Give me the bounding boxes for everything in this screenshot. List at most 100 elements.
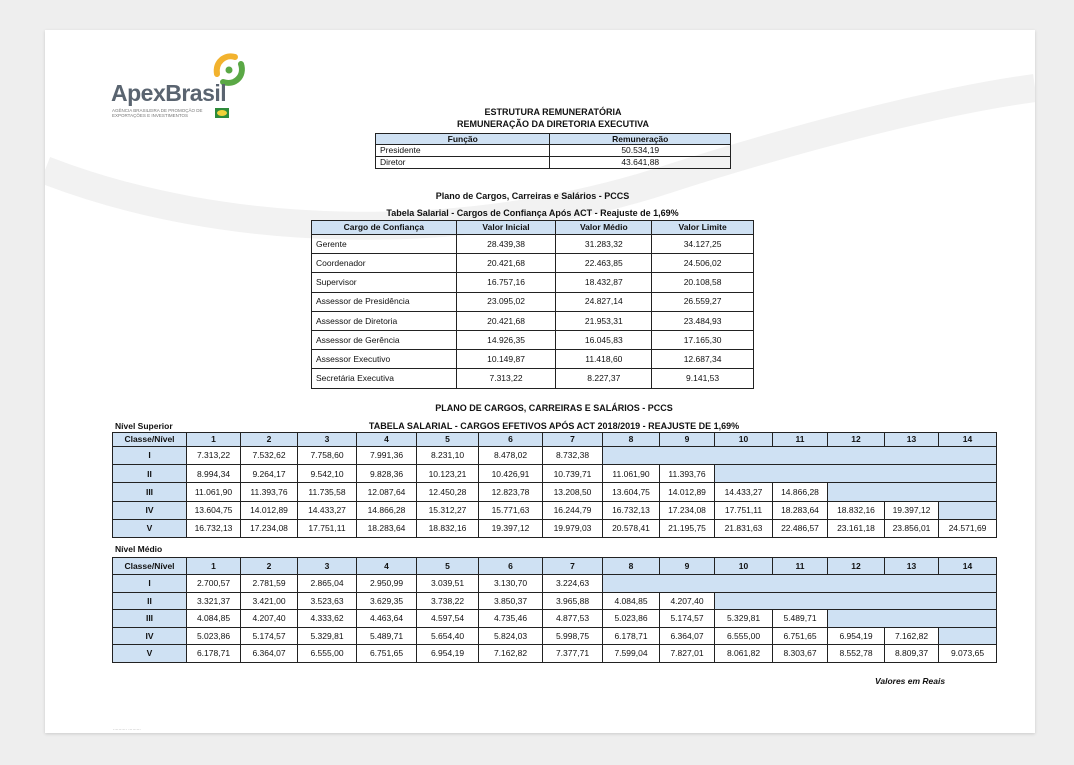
table-cell: 17.234,08	[659, 500, 715, 520]
table-cell: 16.732,13	[602, 500, 660, 520]
table-cell: 34.127,25	[651, 233, 754, 255]
table-cell: 14.433,27	[714, 482, 773, 502]
table-row: II 8.994,34 9.264,17 9.542,10 9.828,36 10.123…	[112, 464, 997, 484]
table-cell: 9.073,65	[938, 644, 997, 663]
table-cell: 18.832,16	[416, 518, 479, 538]
table-cell: 15.312,27	[416, 500, 479, 520]
table-cell: 6.364,07	[659, 626, 715, 645]
column-header: 11	[772, 432, 828, 447]
table-row: V 6.178,71 6.364,07 6.555,00 6.751,65 6.954,1…	[112, 644, 997, 663]
table-cell: 11.418,60	[555, 349, 653, 370]
table-row: I 2.700,57 2.781,59 2.865,04 2.950,99 3.039,5…	[112, 574, 997, 593]
table-cell: 6.178,71	[602, 626, 660, 645]
table-cell: 11.061,90	[602, 464, 660, 484]
column-header: 2	[240, 432, 298, 447]
table-cell: 5.654,40	[416, 626, 479, 645]
column-header: 5	[416, 557, 479, 575]
column-header: 5	[416, 432, 479, 447]
empty-fill	[827, 609, 997, 628]
table-row: Diretor 43.641,88	[374, 156, 731, 169]
column-header: 14	[938, 557, 997, 575]
table-cell: 4.877,53	[542, 609, 603, 628]
table-cell: 21.195,75	[659, 518, 715, 538]
table-cell: 6.555,00	[714, 626, 773, 645]
table-cell: 6.555,00	[297, 644, 357, 663]
table-row: III 4.084,85 4.207,40 4.333,62 4.463,64 4.597…	[112, 609, 997, 628]
table-cell: 22.486,57	[772, 518, 828, 538]
table-cell: 8.227,37	[555, 368, 653, 389]
row-label: III	[112, 482, 187, 502]
nivel-medio-table: Classe/Nível 1 2 3 4 5 6 7 8 9 10 11 12 13 14 I 2.700,5…	[112, 557, 997, 663]
brazil-flag-icon	[215, 108, 229, 118]
table-cell: 6.751,65	[772, 626, 828, 645]
logo-subtitle: AGÊNCIA BRASILEIRA DE PROMOÇÃO DE EXPORT…	[112, 108, 203, 118]
table-cell: 5.489,71	[356, 626, 417, 645]
table-cell: Assessor de Diretoria	[311, 310, 457, 331]
row-label: I	[112, 445, 187, 466]
nivel-superior-table: Classe/Nível 1 2 3 4 5 6 7 8 9 10 11 12 13 14 I 7.313,2…	[112, 432, 997, 538]
column-header: 8	[602, 432, 660, 447]
table-cell: 5.824,03	[478, 626, 543, 645]
table-cell: 14.012,89	[240, 500, 298, 520]
table-cell: 18.832,16	[827, 500, 885, 520]
header-row: Cargo de Confiança Valor Inicial Valor Méd…	[311, 220, 754, 235]
table-cell: 8.478,02	[478, 445, 543, 466]
column-header: 7	[542, 432, 603, 447]
table-cell: 3.421,00	[240, 591, 298, 610]
table-cell: 16.757,16	[455, 272, 557, 293]
column-header: Classe/Nível	[112, 557, 187, 575]
table-row: Secretária Executiva 7.313,22 8.227,37 9.14…	[311, 368, 754, 389]
table-cell: 15.771,63	[478, 500, 543, 520]
column-header: 14	[938, 432, 997, 447]
table-cell: 5.329,81	[297, 626, 357, 645]
footer-mark: .......... .........	[113, 726, 141, 732]
table-cell: 6.751,65	[356, 644, 417, 663]
empty-fill	[602, 445, 997, 466]
table-cell: 4.597,54	[416, 609, 479, 628]
table-cell: 3.321,37	[186, 591, 241, 610]
empty-fill	[602, 574, 997, 593]
table-cell: 5.174,57	[659, 609, 715, 628]
document-page: ApexBrasil AGÊNCIA BRASILEIRA DE PROMOÇÃ…	[45, 30, 1035, 733]
table-cell: 10.426,91	[478, 464, 543, 484]
column-header: 12	[827, 432, 885, 447]
table-cell: 3.965,88	[542, 591, 603, 610]
table-cell: 19.979,03	[542, 518, 603, 538]
table-cell: 6.954,19	[827, 626, 885, 645]
table-cell: 24.506,02	[651, 253, 754, 274]
empty-fill	[714, 591, 997, 610]
table-cell: 4.207,40	[659, 591, 715, 610]
table-cell: 5.023,86	[602, 609, 660, 628]
column-header: Cargo de Confiança	[311, 220, 457, 235]
table-cell: 7.162,82	[884, 626, 939, 645]
table-cell: 2.781,59	[240, 574, 298, 593]
table-row: Assessor de Diretoria 20.421,68 21.953,31 2…	[311, 310, 754, 331]
table-row: V 16.732,13 17.234,08 17.751,11 18.283,64 18.…	[112, 518, 997, 538]
section3-subtitle: TABELA SALARIAL - CARGOS EFETIVOS APÓS A…	[368, 421, 740, 431]
table-cell: Gerente	[311, 233, 457, 255]
table-cell: 8.732,38	[542, 445, 603, 466]
table-cell: 3.039,51	[416, 574, 479, 593]
table-cell: 4.463,64	[356, 609, 417, 628]
table-cell: 16.732,13	[186, 518, 241, 538]
table-cell: 2.700,57	[186, 574, 241, 593]
table-cell: 4.207,40	[240, 609, 298, 628]
table-cell: 13.208,50	[542, 482, 603, 502]
table-cell: Assessor de Presidência	[311, 291, 457, 312]
table-cell: 12.687,34	[651, 349, 754, 370]
section2-title: Plano de Cargos, Carreiras e Salários - …	[435, 191, 630, 201]
table-cell: 7.758,60	[297, 445, 357, 466]
table-cell: Diretor	[374, 156, 551, 169]
row-label: IV	[112, 626, 187, 645]
table-cell: 19.397,12	[884, 500, 939, 520]
section1-title: ESTRUTURA REMUNERATÓRIA	[484, 107, 622, 117]
table-cell: 7.162,82	[478, 644, 543, 663]
column-header: 12	[827, 557, 885, 575]
table-cell: 9.141,53	[651, 368, 754, 389]
table-cell: 16.244,79	[542, 500, 603, 520]
table-cell: 8.809,37	[884, 644, 939, 663]
column-header: Valor Inicial	[455, 220, 557, 235]
table-cell: 3.629,35	[356, 591, 417, 610]
table-cell: 9.828,36	[356, 464, 417, 484]
empty-fill	[827, 482, 997, 502]
